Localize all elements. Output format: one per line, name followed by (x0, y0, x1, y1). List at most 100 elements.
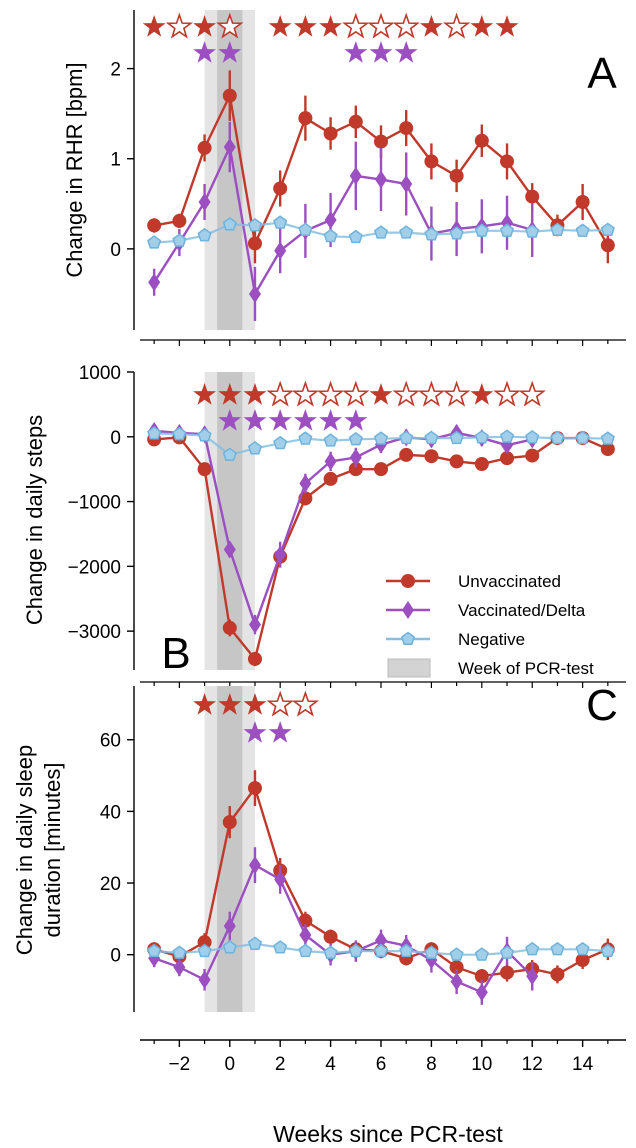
data-point (499, 429, 515, 443)
x-tick-label: 12 (522, 1054, 543, 1075)
significance-star-filled (268, 409, 292, 431)
data-point (273, 435, 288, 450)
data-point (474, 223, 489, 237)
data-point (575, 953, 590, 968)
panel-b: 1000 0 −1000 −2000 −3000 Change in daily step… (22, 363, 626, 688)
data-point (600, 943, 615, 958)
data-point (248, 615, 261, 634)
data-point (525, 941, 540, 956)
y-axis-label: Change in daily steps (22, 415, 47, 625)
panel-letter: A (587, 49, 617, 98)
data-point (424, 227, 439, 241)
data-point (575, 941, 590, 956)
data-point (474, 133, 489, 148)
data-point (197, 462, 212, 477)
significance-star-filled (193, 15, 216, 37)
data-point (449, 454, 464, 469)
data-point (273, 940, 288, 954)
data-point (323, 126, 338, 141)
x-tick-label: 14 (572, 1054, 594, 1075)
data-point (324, 452, 337, 471)
significance-star-filled (243, 409, 267, 431)
x-tick-label: 2 (275, 1054, 286, 1075)
significance-star-open (266, 380, 294, 407)
data-point (373, 431, 389, 445)
data-point (298, 943, 313, 958)
data-point (575, 430, 590, 445)
data-point (223, 540, 236, 559)
significance-star-filled (344, 41, 368, 63)
data-point (247, 781, 262, 796)
significance-star-open (442, 380, 471, 407)
significance-star-filled (319, 409, 342, 431)
data-point (348, 462, 363, 477)
data-point (247, 936, 263, 950)
significance-star-open (266, 690, 294, 717)
legend-label: Unvaccinated (458, 572, 561, 591)
significance-star-filled (369, 41, 393, 63)
significance-star-filled (268, 721, 292, 743)
series-line-vaccinated-delta (153, 142, 533, 298)
data-point (323, 433, 338, 447)
data-point (273, 215, 288, 229)
data-point (222, 217, 237, 231)
y-tick-label: 1 (110, 150, 121, 171)
y-tick-label: 1000 (79, 363, 121, 384)
legend-label: Negative (458, 630, 525, 649)
data-point (299, 925, 312, 944)
data-point (600, 431, 615, 445)
significance-star-filled (369, 383, 393, 405)
significance-star-filled (293, 15, 317, 37)
significance-star-filled (218, 41, 242, 63)
significance-star-filled (495, 15, 519, 37)
data-point (525, 189, 540, 204)
data-point (299, 474, 312, 493)
y-tick-label: 20 (100, 874, 121, 895)
significance-star-filled (243, 693, 267, 715)
significance-star-filled (243, 721, 267, 743)
data-point (449, 430, 464, 445)
data-point (575, 195, 590, 209)
data-point (526, 967, 539, 986)
data-point (222, 88, 237, 103)
y-tick-label: 60 (100, 731, 121, 752)
data-point (400, 174, 413, 193)
data-point (148, 273, 161, 292)
data-point (450, 972, 463, 991)
data-point (198, 193, 211, 211)
data-point (424, 430, 439, 445)
panel-letter: B (161, 629, 190, 678)
y-axis-label: Change in RHR [bpm] (62, 62, 87, 277)
data-point (550, 222, 565, 236)
significance-star-open (342, 12, 370, 39)
data-point (525, 448, 540, 463)
data-point (575, 223, 590, 237)
data-point (399, 943, 414, 958)
x-tick-label: 6 (376, 1054, 387, 1075)
panel-letter: C (586, 681, 618, 730)
data-point (374, 134, 388, 149)
significance-star-filled (470, 15, 494, 37)
y-tick-label: −1000 (68, 493, 121, 514)
significance-star-filled (218, 693, 242, 715)
data-point (474, 456, 489, 471)
significance-star-open (367, 12, 395, 39)
data-point (274, 241, 287, 260)
data-point (247, 651, 262, 666)
legend-label: Vaccinated/Delta (458, 601, 586, 620)
data-point (349, 448, 362, 467)
data-point (147, 235, 162, 249)
data-point (500, 154, 515, 169)
data-point (298, 111, 313, 126)
data-point (298, 222, 313, 236)
data-point (474, 969, 489, 984)
significance-star-filled (142, 15, 166, 37)
significance-star-open (216, 12, 244, 39)
data-point (374, 462, 388, 477)
data-point (550, 967, 565, 982)
y-tick-label: −2000 (68, 557, 121, 578)
data-point (248, 284, 261, 303)
x-axis-label: Weeks since PCR-test (273, 1121, 503, 1147)
significance-star-filled (394, 41, 418, 63)
significance-star-filled (193, 383, 216, 405)
